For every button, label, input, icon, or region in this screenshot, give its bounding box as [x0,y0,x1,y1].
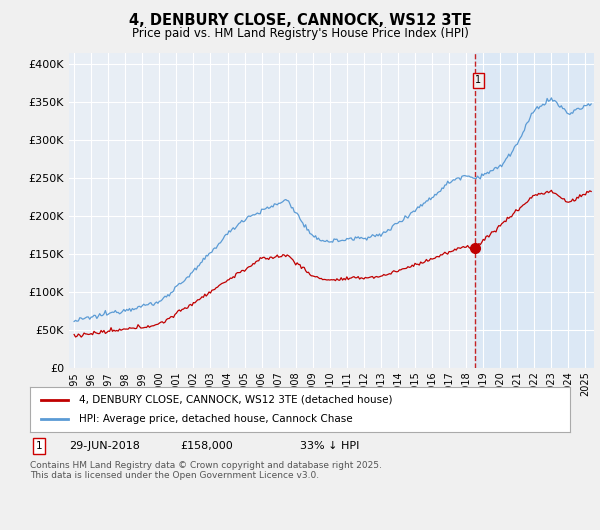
Text: 29-JUN-2018: 29-JUN-2018 [69,441,140,451]
Text: 4, DENBURY CLOSE, CANNOCK, WS12 3TE: 4, DENBURY CLOSE, CANNOCK, WS12 3TE [128,13,472,28]
Text: 1: 1 [475,75,481,85]
Text: 1: 1 [36,441,43,451]
Text: Contains HM Land Registry data © Crown copyright and database right 2025.
This d: Contains HM Land Registry data © Crown c… [30,461,382,481]
Text: 33% ↓ HPI: 33% ↓ HPI [300,441,359,451]
Text: £158,000: £158,000 [180,441,233,451]
Text: HPI: Average price, detached house, Cannock Chase: HPI: Average price, detached house, Cann… [79,414,352,425]
Bar [475,53,594,368]
Text: 4, DENBURY CLOSE, CANNOCK, WS12 3TE (detached house): 4, DENBURY CLOSE, CANNOCK, WS12 3TE (det… [79,394,392,404]
Text: Price paid vs. HM Land Registry's House Price Index (HPI): Price paid vs. HM Land Registry's House … [131,26,469,40]
